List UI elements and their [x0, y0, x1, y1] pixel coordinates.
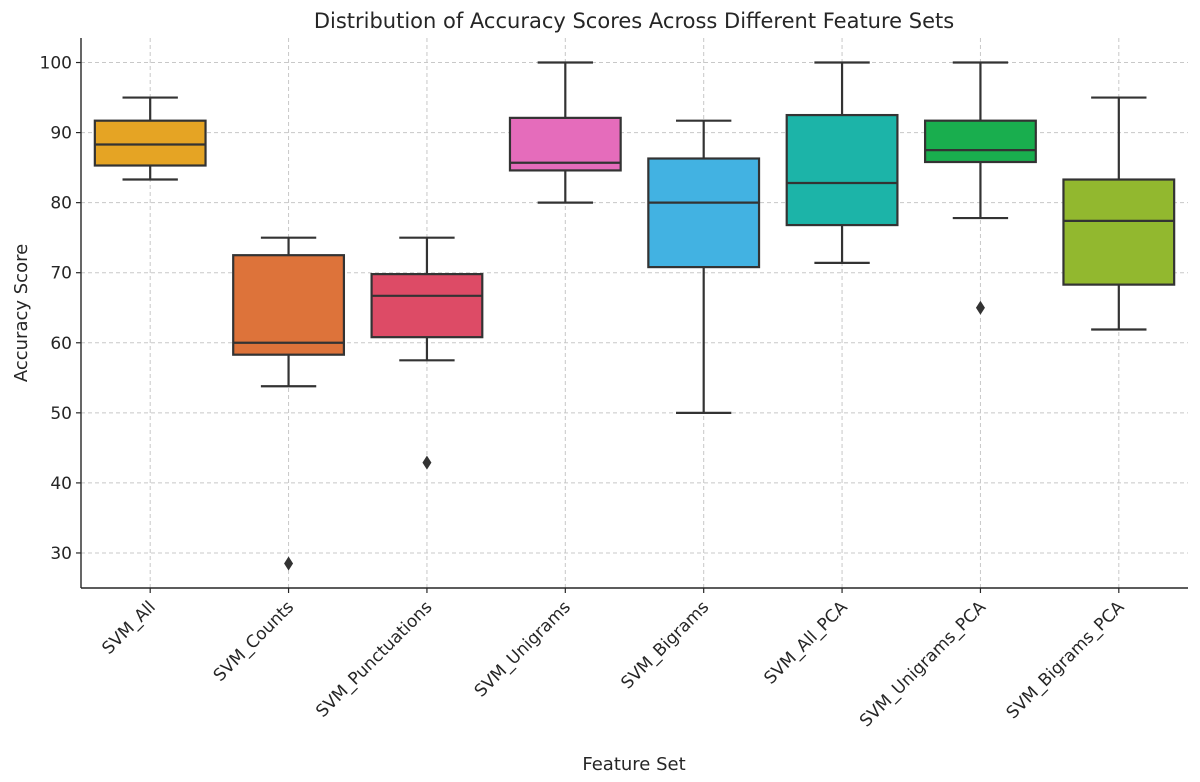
- box-group: [785, 61, 899, 265]
- x-tick-label: SVM_All: [98, 597, 159, 658]
- x-tick-label: SVM_Unigrams: [471, 597, 575, 701]
- box-group: [647, 119, 761, 414]
- y-tick-label: 60: [50, 334, 72, 354]
- x-tick-label: SVM_All_PCA: [760, 597, 851, 688]
- box-layer: [93, 61, 1176, 571]
- box-group: [93, 96, 207, 181]
- x-axis-label: Feature Set: [582, 754, 685, 775]
- y-tick-label: 90: [50, 124, 72, 144]
- x-tick-label: SVM_Bigrams: [617, 597, 713, 693]
- box-group: [232, 236, 346, 571]
- box-iqr: [785, 113, 899, 227]
- box-iqr: [232, 254, 346, 356]
- y-tick-label: 30: [50, 544, 72, 564]
- x-tick-layer: SVM_All SVM_Counts SVM_Punctuations SVM_Uni…: [98, 588, 1129, 731]
- y-tick-layer: 30 40 50 60 70 80 90 100: [40, 54, 81, 564]
- outlier-point: [284, 556, 294, 571]
- box-iqr: [1062, 178, 1176, 286]
- y-tick-label: 70: [50, 264, 72, 284]
- y-axis-label: Accuracy Score: [11, 244, 32, 382]
- x-tick-label: SVM_Punctuations: [312, 597, 436, 721]
- y-tick-label: 50: [50, 404, 72, 424]
- outlier-point: [975, 300, 985, 315]
- axes-layer: [80, 38, 1188, 589]
- box-iqr: [923, 119, 1037, 164]
- y-tick-label: 40: [50, 474, 72, 494]
- box-group: [370, 236, 484, 470]
- x-tick-label: SVM_Unigrams_PCA: [856, 597, 990, 731]
- box-group: [923, 61, 1037, 315]
- y-tick-label: 80: [50, 194, 72, 214]
- box-iqr: [647, 157, 761, 269]
- chart-title: Distribution of Accuracy Scores Across D…: [314, 9, 954, 33]
- x-tick-label: SVM_Bigrams_PCA: [1003, 597, 1129, 723]
- box-iqr: [93, 119, 207, 167]
- y-tick-label: 100: [40, 54, 72, 74]
- box-iqr: [370, 273, 484, 339]
- outlier-point: [422, 455, 432, 470]
- box-group: [508, 61, 622, 204]
- x-tick-label: SVM_Counts: [210, 597, 298, 685]
- box-group: [1062, 96, 1176, 331]
